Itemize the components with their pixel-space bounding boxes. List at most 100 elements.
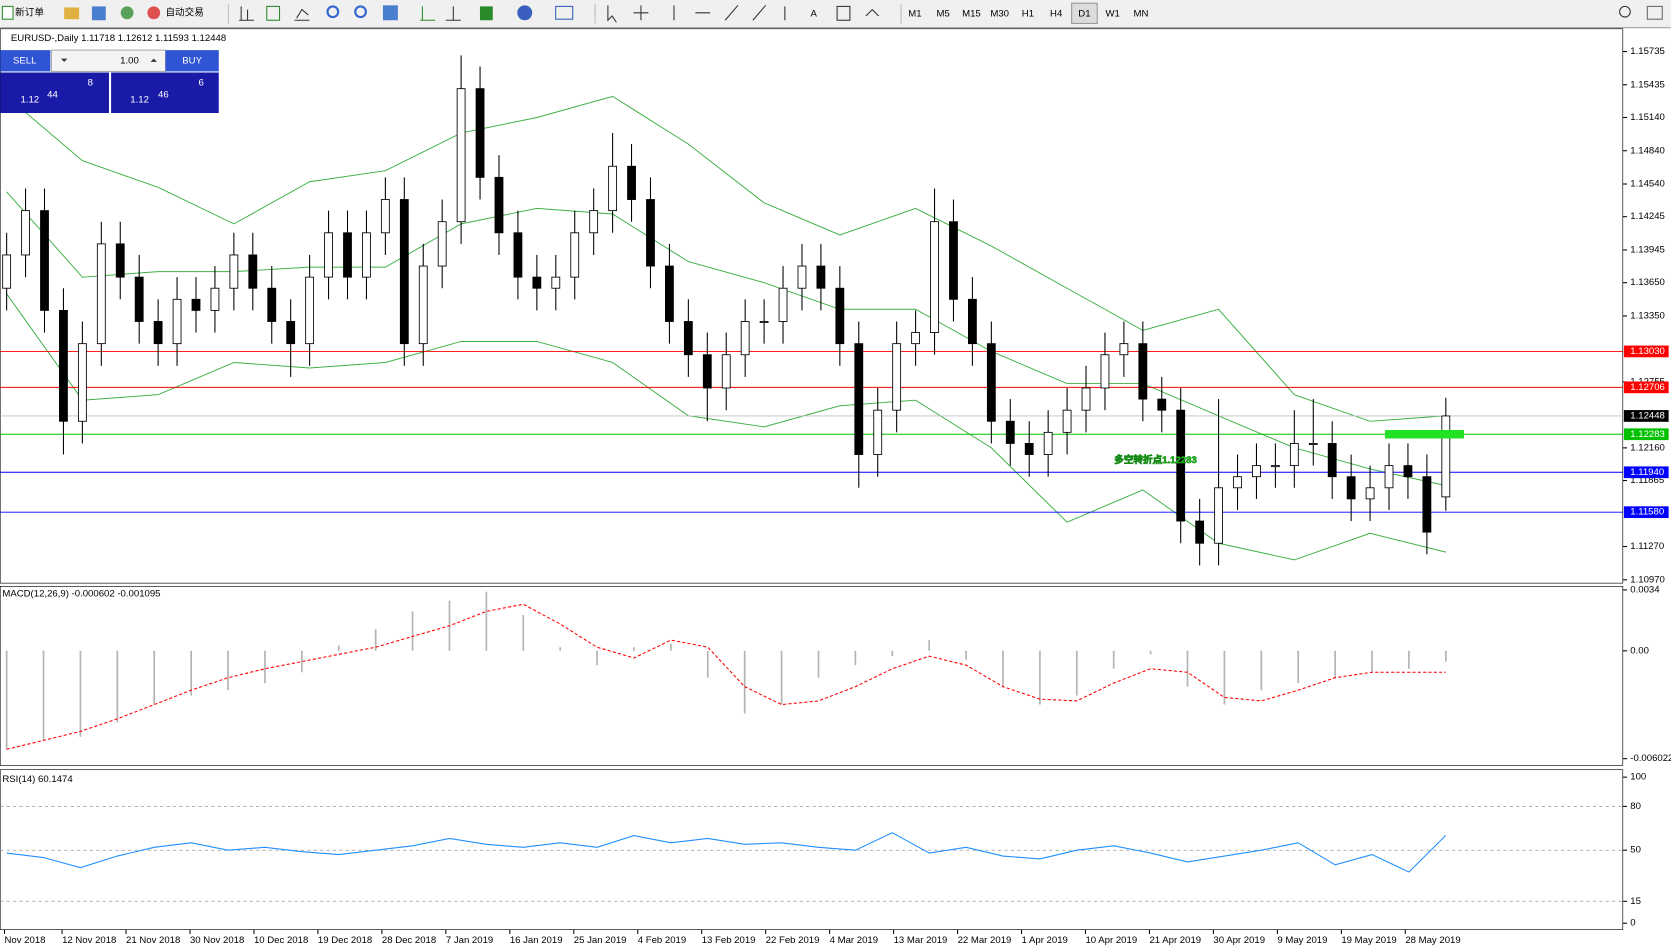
icon[interactable] [382, 5, 398, 21]
candle-body [930, 221, 939, 333]
x-tick-label: 4 Mar 2019 [830, 935, 878, 946]
candle-body [380, 199, 390, 234]
icon [147, 6, 161, 20]
main-pane [0, 28, 1624, 584]
icon[interactable] [294, 8, 310, 21]
candle-body [229, 254, 239, 289]
x-tick-label: 1 Apr 2019 [1022, 935, 1068, 946]
candle-body [494, 176, 504, 234]
candle-body [873, 409, 883, 455]
level-label-bg [1623, 381, 1669, 394]
timeframe-button[interactable]: M1 [908, 8, 921, 19]
candle-body [40, 210, 49, 311]
candle-body [1422, 476, 1432, 533]
icon[interactable]: A [810, 8, 817, 19]
bollinger-lower [6, 293, 1446, 561]
icon[interactable] [479, 6, 493, 21]
buy-price-box[interactable] [111, 72, 219, 114]
icon[interactable] [326, 5, 340, 19]
icon[interactable] [91, 6, 106, 21]
candle-body [1365, 487, 1375, 500]
y-tick-label: 1.15735 [1630, 46, 1665, 57]
x-tick-label: 28 May 2019 [1405, 935, 1460, 946]
y-tick-label: -0.006022 [1630, 753, 1671, 764]
y-tick-label: 50 [1630, 845, 1641, 856]
buy-price-big: 46 [158, 89, 169, 100]
candle-body [1270, 465, 1280, 468]
candle-body [2, 254, 12, 289]
icon[interactable] [266, 5, 281, 21]
rsi-line [6, 832, 1447, 873]
timeframe-button[interactable]: M15 [962, 8, 981, 19]
sell-button[interactable] [0, 50, 51, 72]
icon[interactable] [120, 6, 134, 20]
buy-price-sup: 6 [199, 78, 204, 89]
icon[interactable] [865, 8, 880, 17]
y-tick-label: 1.14540 [1630, 179, 1665, 190]
timeframe-button[interactable]: H4 [1050, 8, 1063, 19]
candle-body [1005, 420, 1015, 444]
candle-body [248, 254, 258, 289]
candle-body [343, 232, 352, 278]
timeframe-button[interactable]: D1 [1078, 8, 1090, 19]
y-tick-label: 1.15140 [1630, 112, 1665, 123]
x-tick-label: 28 Dec 2018 [382, 935, 436, 946]
y-tick-label: 100 [1630, 772, 1646, 783]
candle-body [324, 232, 333, 278]
x-tick-label: 21 Nov 2018 [126, 935, 180, 946]
icon[interactable] [517, 5, 533, 21]
candle-body [608, 165, 618, 212]
candle-body [1233, 476, 1242, 489]
icon[interactable] [555, 5, 574, 20]
lots-input[interactable] [50, 49, 167, 72]
level-label-bg [1623, 506, 1669, 519]
level-label-bg [1623, 428, 1669, 441]
x-tick-label: 30 Apr 2019 [1213, 935, 1265, 946]
icon[interactable] [1646, 5, 1663, 20]
candle-body [59, 309, 68, 422]
level-label: 1.12448 [1630, 410, 1665, 421]
icon[interactable] [673, 4, 786, 21]
x-tick-label: 13 Mar 2019 [894, 935, 948, 946]
icon [1, 5, 14, 20]
icon[interactable] [633, 5, 649, 21]
macd-chart: 0.0034 0.00 -0.006022 [5, 584, 1671, 764]
timeframe-button[interactable]: M5 [937, 8, 950, 19]
icon[interactable] [836, 5, 851, 21]
auto-trading-button[interactable]: 自动交易 [147, 6, 204, 20]
y-tick-label: 1.11270 [1630, 541, 1664, 552]
icon[interactable] [354, 5, 367, 19]
buy-button[interactable] [165, 50, 219, 72]
candle-body [1081, 387, 1091, 411]
search-icon[interactable] [1619, 5, 1631, 18]
icon[interactable] [445, 6, 461, 21]
icon[interactable] [239, 6, 254, 21]
candle-body [532, 276, 542, 289]
active-timeframe[interactable] [1071, 2, 1098, 24]
timeframe-button[interactable]: H1 [1022, 8, 1034, 19]
y-tick-label: 1.13650 [1630, 277, 1665, 288]
icon[interactable] [607, 5, 617, 23]
y-tick-label: 15 [1630, 896, 1641, 907]
x-tick-label: 30 Nov 2018 [190, 935, 244, 946]
trade-panel: SELL 1.00 BUY 1.12 44 8 1.12 46 6 [0, 49, 219, 114]
sell-price-box[interactable] [0, 72, 109, 114]
candle-body [77, 343, 87, 422]
timeframe-button[interactable]: M30 [990, 8, 1009, 19]
timeframe-button[interactable]: W1 [1105, 8, 1119, 19]
x-tick-label: 25 Jan 2019 [574, 935, 627, 946]
level-marker [1385, 429, 1464, 439]
sell-price-big: 44 [47, 89, 58, 100]
candle-body [1043, 431, 1053, 455]
candle-body [854, 343, 864, 455]
candle-body [115, 243, 125, 278]
icon[interactable] [420, 6, 436, 21]
level-label: 1.12706 [1630, 382, 1665, 393]
y-tick-label: 1.12160 [1630, 442, 1665, 453]
y-tick-label: 0 [1630, 918, 1635, 929]
icon[interactable] [64, 7, 80, 20]
candle-body [418, 265, 428, 345]
new-order-button[interactable]: 新订单 [1, 5, 44, 20]
timeframe-button[interactable]: MN [1133, 8, 1148, 19]
macd-pane [0, 586, 1624, 766]
